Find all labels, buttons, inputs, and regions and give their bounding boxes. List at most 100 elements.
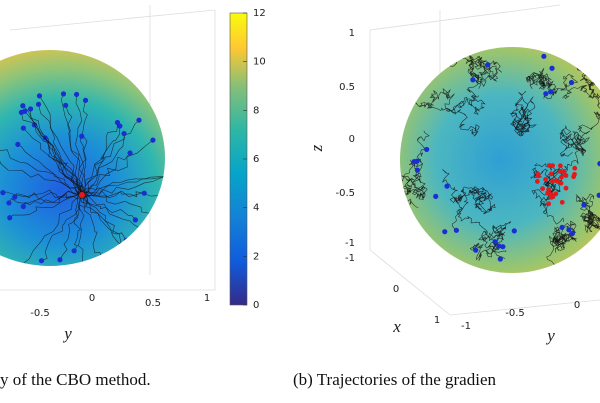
particle bbox=[136, 117, 142, 123]
particle bbox=[540, 186, 545, 192]
trajectory bbox=[73, 195, 85, 251]
caption: y of the CBO method. bbox=[0, 370, 151, 389]
trajectory bbox=[78, 191, 127, 241]
trajectory bbox=[469, 186, 494, 201]
particle bbox=[103, 274, 108, 279]
trajectory bbox=[80, 133, 125, 197]
trajectory bbox=[442, 169, 477, 204]
trajectory bbox=[24, 111, 85, 193]
particle bbox=[129, 259, 136, 265]
particle bbox=[60, 91, 67, 97]
tick-label: 10 bbox=[253, 57, 266, 68]
particle bbox=[76, 279, 81, 284]
trajectory bbox=[81, 197, 149, 266]
trajectory bbox=[580, 209, 598, 225]
particle bbox=[127, 150, 133, 156]
trajectory bbox=[546, 232, 563, 267]
trajectory bbox=[525, 72, 548, 89]
tick-label: -0.5 bbox=[30, 308, 50, 319]
particle bbox=[433, 193, 439, 200]
particle bbox=[546, 163, 552, 168]
particle bbox=[114, 119, 121, 126]
trajectory bbox=[81, 139, 154, 193]
trajectory bbox=[82, 100, 88, 197]
trajectory bbox=[406, 162, 426, 189]
particle bbox=[7, 215, 13, 221]
particle bbox=[543, 91, 549, 97]
particle bbox=[175, 166, 180, 171]
particle bbox=[497, 256, 503, 262]
particle bbox=[559, 224, 565, 230]
particle bbox=[57, 257, 63, 263]
trajectory bbox=[0, 157, 81, 196]
particle bbox=[163, 211, 165, 217]
particle bbox=[569, 230, 576, 237]
caption: (b) Trajectories of the gradien bbox=[293, 370, 496, 389]
trajectory bbox=[478, 60, 502, 77]
particle bbox=[182, 166, 187, 171]
trajectory bbox=[469, 234, 501, 261]
particle bbox=[35, 101, 42, 107]
trajectory bbox=[75, 94, 85, 197]
trajectory bbox=[512, 108, 530, 137]
particle bbox=[500, 244, 506, 250]
trajectories bbox=[400, 47, 600, 267]
particle bbox=[20, 203, 26, 210]
particle bbox=[63, 102, 69, 108]
trajectory bbox=[404, 179, 426, 199]
particle bbox=[548, 171, 554, 177]
particle bbox=[453, 227, 459, 233]
particle bbox=[473, 247, 479, 253]
particle bbox=[553, 178, 559, 184]
trajectory bbox=[564, 131, 581, 170]
particle bbox=[535, 173, 541, 179]
tick-label: 12 bbox=[253, 8, 266, 19]
particle bbox=[150, 137, 156, 143]
particle bbox=[572, 171, 577, 177]
axis-label: x bbox=[392, 317, 401, 336]
consensus-point bbox=[79, 192, 85, 198]
sphere bbox=[0, 50, 165, 266]
particle bbox=[123, 237, 129, 243]
tick-label: 0 bbox=[393, 284, 399, 295]
sphere bbox=[400, 47, 600, 273]
particle bbox=[79, 133, 85, 139]
particle bbox=[496, 243, 502, 249]
particle bbox=[545, 190, 551, 196]
trajectory bbox=[2, 189, 86, 198]
tick-label: 1 bbox=[434, 315, 440, 326]
particle bbox=[12, 194, 18, 200]
trajectory bbox=[78, 125, 121, 194]
particle bbox=[492, 239, 498, 245]
trajectory bbox=[65, 105, 85, 195]
particle bbox=[558, 168, 563, 174]
particle bbox=[563, 185, 569, 191]
trajectory bbox=[478, 224, 506, 259]
axis-label: z bbox=[307, 144, 326, 152]
particle bbox=[22, 108, 28, 114]
particle bbox=[82, 97, 89, 103]
trajectory bbox=[77, 196, 86, 266]
trajectory bbox=[83, 190, 145, 199]
particle bbox=[549, 65, 555, 71]
particle bbox=[553, 191, 559, 197]
tick-label: 0 bbox=[574, 300, 580, 311]
trajectory bbox=[7, 190, 86, 266]
trajectory bbox=[39, 95, 83, 193]
particle bbox=[5, 275, 10, 280]
trajectory bbox=[588, 81, 600, 109]
particle bbox=[38, 258, 45, 264]
particle bbox=[548, 89, 554, 95]
tick-label: 4 bbox=[253, 203, 259, 214]
tick-label: 1 bbox=[349, 28, 355, 39]
particle bbox=[549, 194, 554, 200]
tick-label: -1 bbox=[345, 238, 355, 249]
tick-label: 8 bbox=[253, 105, 259, 116]
particle bbox=[414, 167, 420, 173]
particle bbox=[549, 178, 555, 184]
trajectory bbox=[84, 152, 131, 196]
particle bbox=[20, 125, 27, 131]
particle bbox=[73, 91, 80, 98]
particle bbox=[596, 192, 600, 198]
trajectory bbox=[577, 111, 600, 141]
